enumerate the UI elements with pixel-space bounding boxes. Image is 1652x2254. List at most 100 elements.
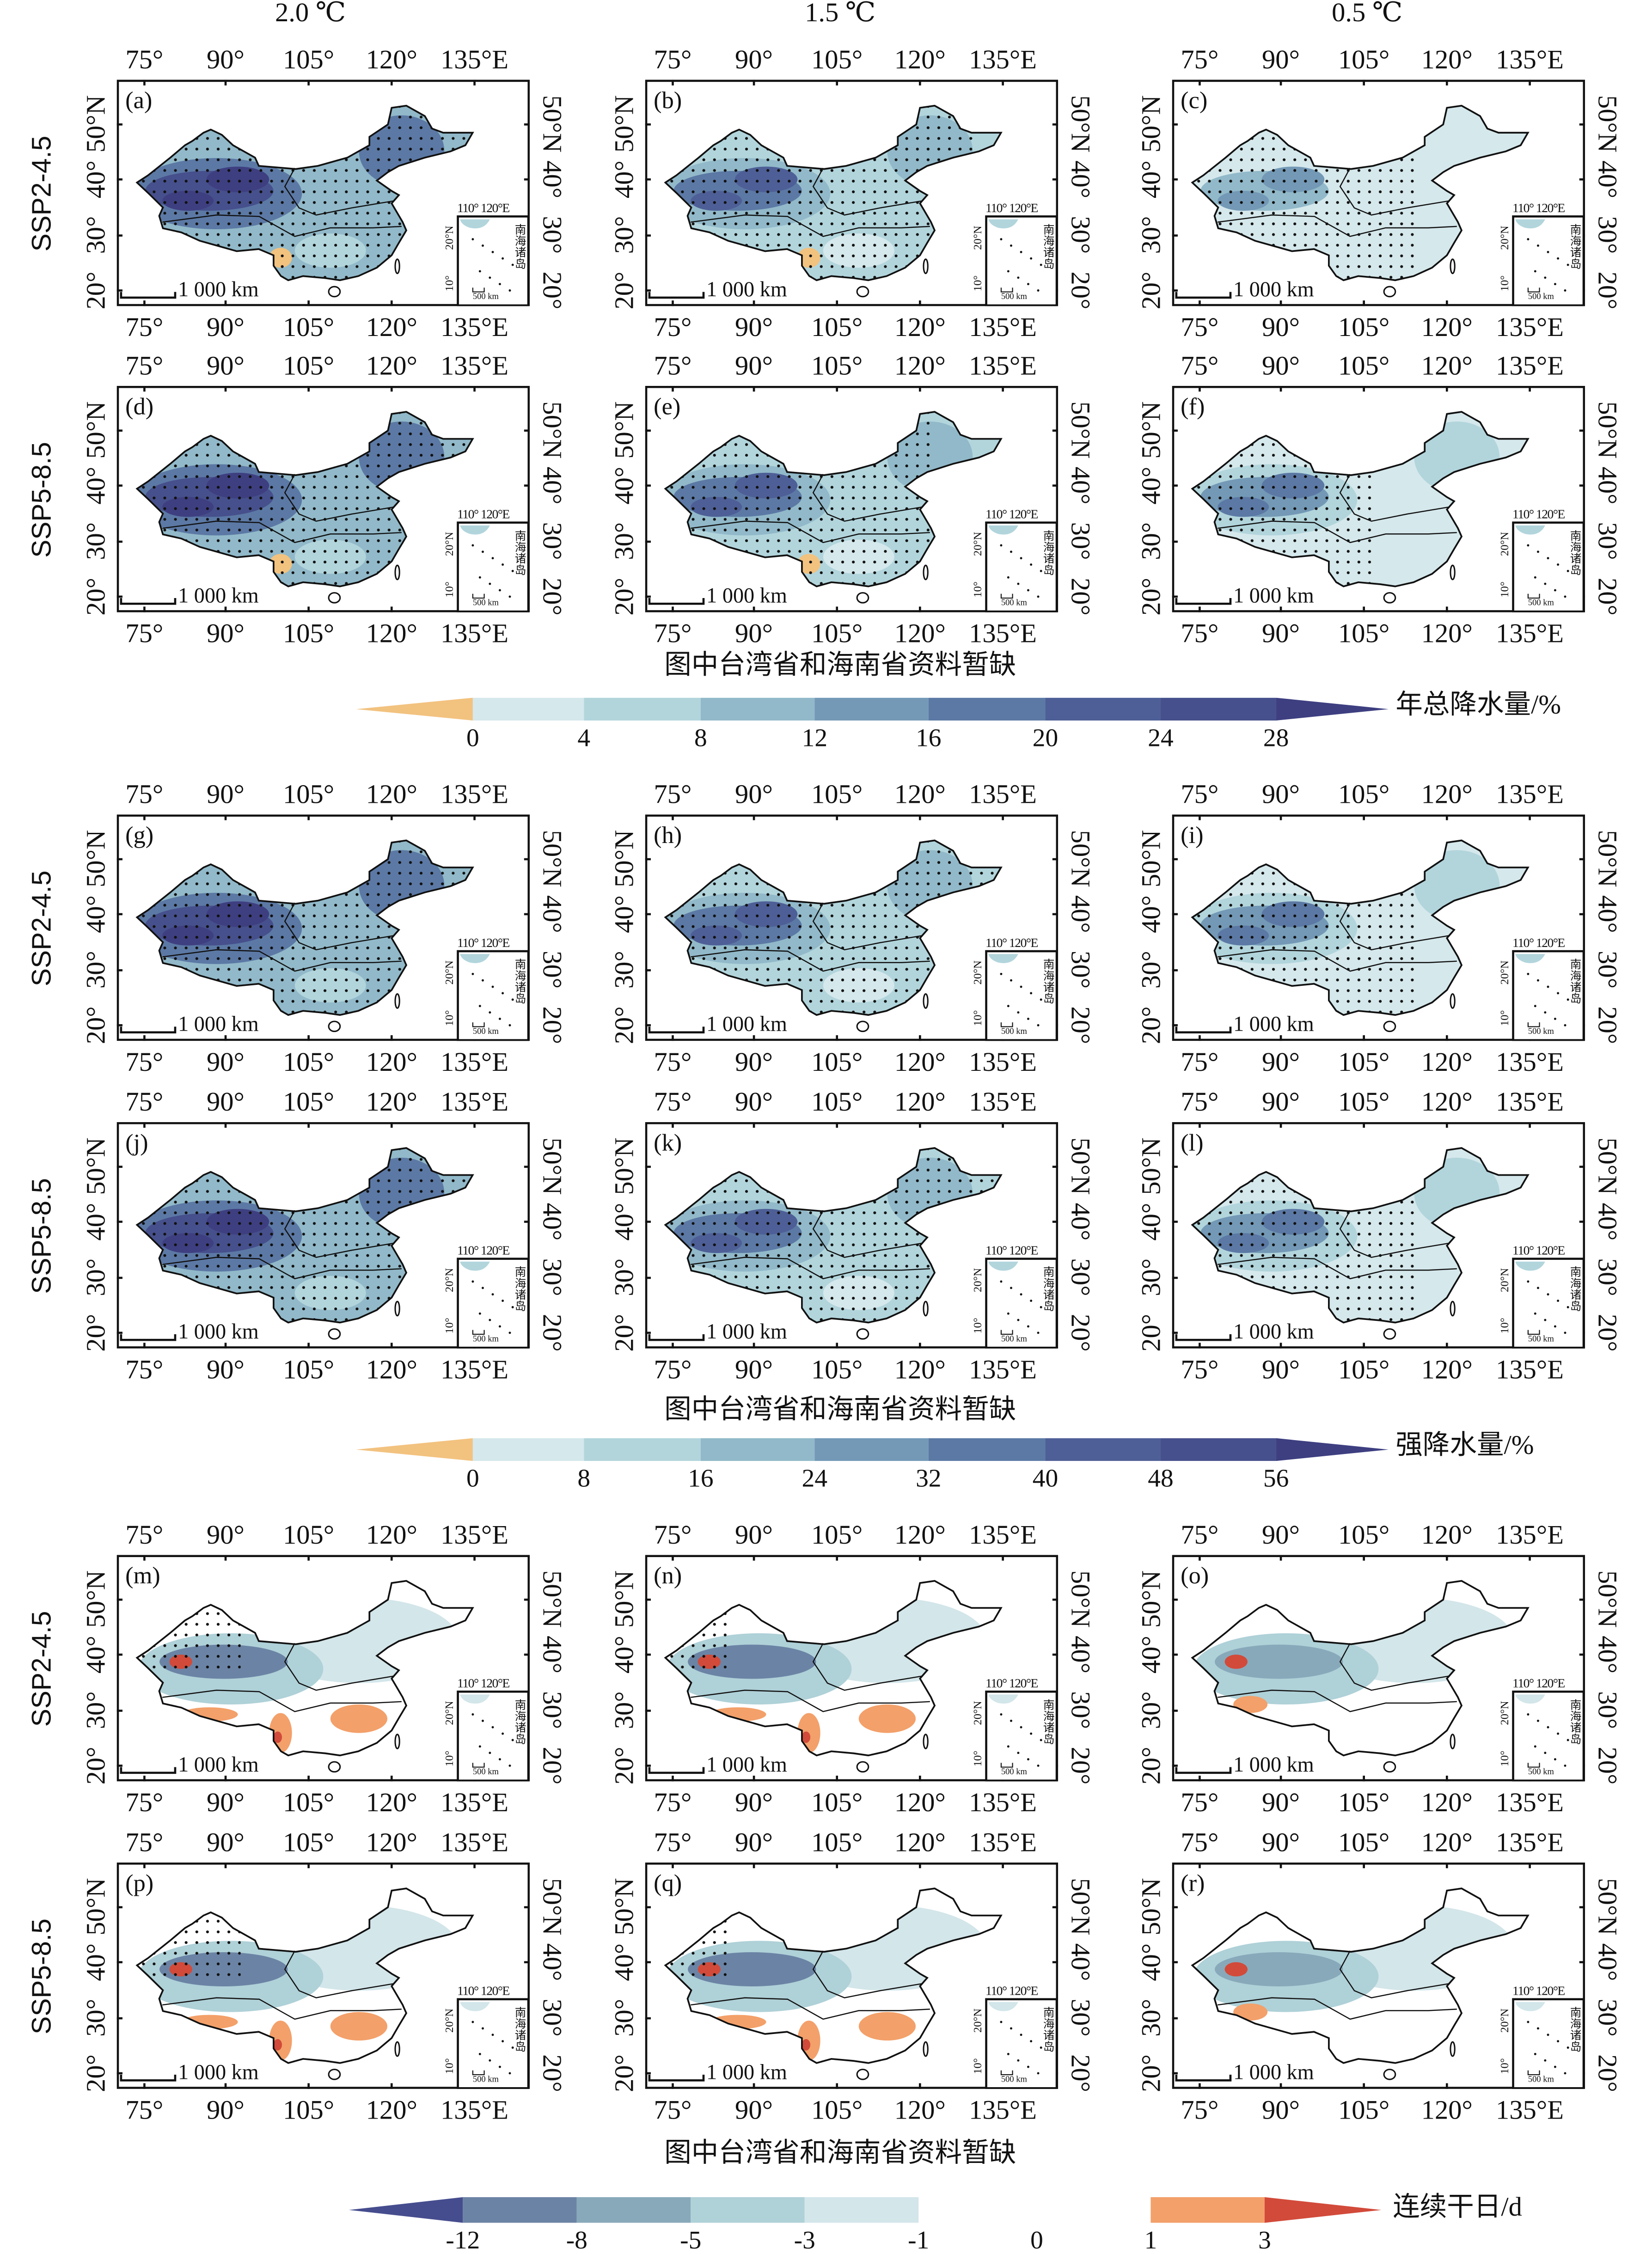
lon-tick-label-bottom: 105° bbox=[282, 2096, 335, 2126]
inset-island bbox=[1027, 2065, 1029, 2068]
colorbar-tick-label: 1 bbox=[1144, 2225, 1157, 2254]
inset-fill bbox=[1515, 525, 1545, 535]
lon-tick-label-bottom: 75° bbox=[654, 1788, 692, 1819]
lat-tick-label-left: 40° bbox=[82, 1943, 112, 1981]
lon-tick-label-top: 75° bbox=[654, 45, 692, 76]
lon-tick-label-bottom: 120° bbox=[1421, 619, 1473, 649]
lat-tick-label-right: 50°N bbox=[536, 96, 566, 153]
basin-boundary bbox=[284, 1950, 395, 1998]
lon-tick-label-top: 135°E bbox=[969, 352, 1037, 382]
lat-tick-label-right: 40° bbox=[1591, 1636, 1621, 1674]
inset-lat-label: 10° bbox=[1498, 1750, 1511, 1767]
inset-island bbox=[1007, 1745, 1010, 1748]
lat-tick-label-left: 40° bbox=[610, 1943, 640, 1981]
lon-tick-label-top: 75° bbox=[125, 1828, 164, 1858]
lat-tick-label-right: 40° bbox=[536, 895, 566, 933]
lat-tick-label-left: 30° bbox=[82, 951, 112, 990]
inset-scale-bar bbox=[472, 593, 485, 599]
inset-island bbox=[1017, 1752, 1020, 1754]
lat-tick-label-right: 20° bbox=[1065, 2054, 1095, 2092]
lon-tick-label-bottom: 105° bbox=[811, 1788, 863, 1819]
lon-tick-label-top: 90° bbox=[735, 1828, 773, 1858]
lat-tick-label-right: 50°N bbox=[1591, 1138, 1621, 1196]
lon-tick-label-top: 135°E bbox=[441, 1521, 509, 1551]
china-border bbox=[1191, 839, 1530, 1016]
lat-tick-label-right: 40° bbox=[1065, 1943, 1095, 1981]
lon-tick-label-top: 105° bbox=[1338, 45, 1390, 76]
lat-tick-label-right: 30° bbox=[1065, 1999, 1095, 2037]
lat-tick-label-right: 30° bbox=[1591, 1258, 1621, 1297]
lat-tick-label-left: 50°N bbox=[1137, 1571, 1167, 1629]
inset-lat-label: 10° bbox=[971, 1750, 984, 1767]
map-panel: (o) 1 000 km 110° 120°E 20°N 10° 南海诸岛 500 km bbox=[1172, 1555, 1585, 1782]
colorbar-tick-label: 20 bbox=[1032, 723, 1059, 752]
colorbar-tick-label: 8 bbox=[577, 1464, 591, 1492]
basin-boundary bbox=[691, 949, 930, 972]
inset-scale-bar bbox=[1527, 593, 1540, 599]
inset-lat-label: 20°N bbox=[443, 960, 456, 985]
lat-tick-label-right: 40° bbox=[536, 1636, 566, 1674]
panel-label: (q) bbox=[654, 1869, 682, 1897]
lon-tick-label-top: 105° bbox=[811, 780, 863, 811]
china-border bbox=[664, 411, 1003, 587]
lon-tick-label-bottom: 90° bbox=[735, 2096, 773, 2126]
inset-island bbox=[481, 550, 484, 553]
inset-scale-bar bbox=[1527, 1022, 1540, 1027]
inset-lon-label: 110° 120°E bbox=[457, 1983, 510, 1998]
lon-tick-label-top: 120° bbox=[366, 780, 417, 811]
inset-island bbox=[1017, 1011, 1020, 1014]
inset-frame bbox=[985, 1998, 1058, 2089]
inset-island bbox=[489, 276, 491, 279]
lat-tick-label-right: 40° bbox=[1065, 466, 1095, 505]
row-label-scenario: SSP2-4.5 bbox=[28, 1611, 58, 1727]
lon-tick-label-top: 90° bbox=[207, 1828, 245, 1858]
lon-tick-label-bottom: 120° bbox=[1421, 1788, 1473, 1819]
inset-island bbox=[1537, 1287, 1539, 1289]
lat-tick-label-right: 40° bbox=[1065, 895, 1095, 933]
inset-fill bbox=[988, 219, 1018, 229]
basin-boundary bbox=[1339, 474, 1450, 522]
colorbar-tick-label: 16 bbox=[688, 1464, 714, 1492]
inset-name: 南海诸岛 bbox=[1569, 530, 1582, 575]
lon-tick-label-top: 120° bbox=[366, 1521, 417, 1551]
missing-data-caption: 图中台湾省和海南省资料暂缺 bbox=[664, 651, 1016, 681]
lon-tick-label-top: 90° bbox=[207, 352, 245, 382]
scale-bar bbox=[648, 1334, 705, 1341]
inset-island bbox=[1037, 595, 1040, 598]
map-frame bbox=[116, 814, 530, 1041]
lon-tick-label-top: 120° bbox=[1421, 352, 1473, 382]
inset-island bbox=[1564, 289, 1566, 292]
china-border bbox=[664, 839, 1003, 1016]
lat-tick-label-left: 20° bbox=[610, 1006, 640, 1045]
lat-tick-label-right: 50°N bbox=[1591, 402, 1621, 459]
inset-scale-label: 500 km bbox=[1528, 293, 1554, 302]
taiwan-outline bbox=[923, 258, 929, 275]
inset-island bbox=[1007, 1005, 1010, 1008]
lon-tick-label-top: 90° bbox=[1262, 1521, 1300, 1551]
lon-tick-label-top: 90° bbox=[735, 352, 773, 382]
panel-label: (h) bbox=[654, 821, 682, 849]
hainan-outline bbox=[856, 2069, 869, 2080]
lat-tick-label-right: 30° bbox=[1591, 1999, 1621, 2037]
scale-bar bbox=[1175, 1026, 1232, 1034]
taiwan-outline bbox=[923, 2041, 929, 2057]
lat-tick-label-left: 30° bbox=[1137, 216, 1167, 255]
lon-tick-label-top: 105° bbox=[1338, 1828, 1390, 1858]
lon-tick-label-bottom: 90° bbox=[735, 1356, 773, 1386]
inset-name: 南海诸岛 bbox=[1042, 223, 1056, 269]
inset-island bbox=[1547, 1726, 1549, 1729]
lat-tick-label-left: 50°N bbox=[82, 1571, 112, 1629]
taiwan-outline bbox=[923, 1734, 929, 1750]
inset-island bbox=[1000, 238, 1003, 241]
scale-bar-label: 1 000 km bbox=[178, 1754, 259, 1778]
lon-tick-label-bottom: 105° bbox=[1338, 619, 1390, 649]
basin-boundary bbox=[284, 167, 395, 216]
lon-tick-label-bottom: 135°E bbox=[1496, 2096, 1564, 2126]
lon-tick-label-top: 135°E bbox=[1496, 352, 1564, 382]
inset-island bbox=[1027, 589, 1029, 592]
inset-frame bbox=[1512, 521, 1585, 613]
china-border bbox=[135, 839, 474, 1016]
lon-tick-label-top: 120° bbox=[366, 1087, 417, 1118]
lat-tick-label-right: 30° bbox=[1065, 522, 1095, 561]
lon-tick-label-top: 120° bbox=[894, 1087, 946, 1118]
